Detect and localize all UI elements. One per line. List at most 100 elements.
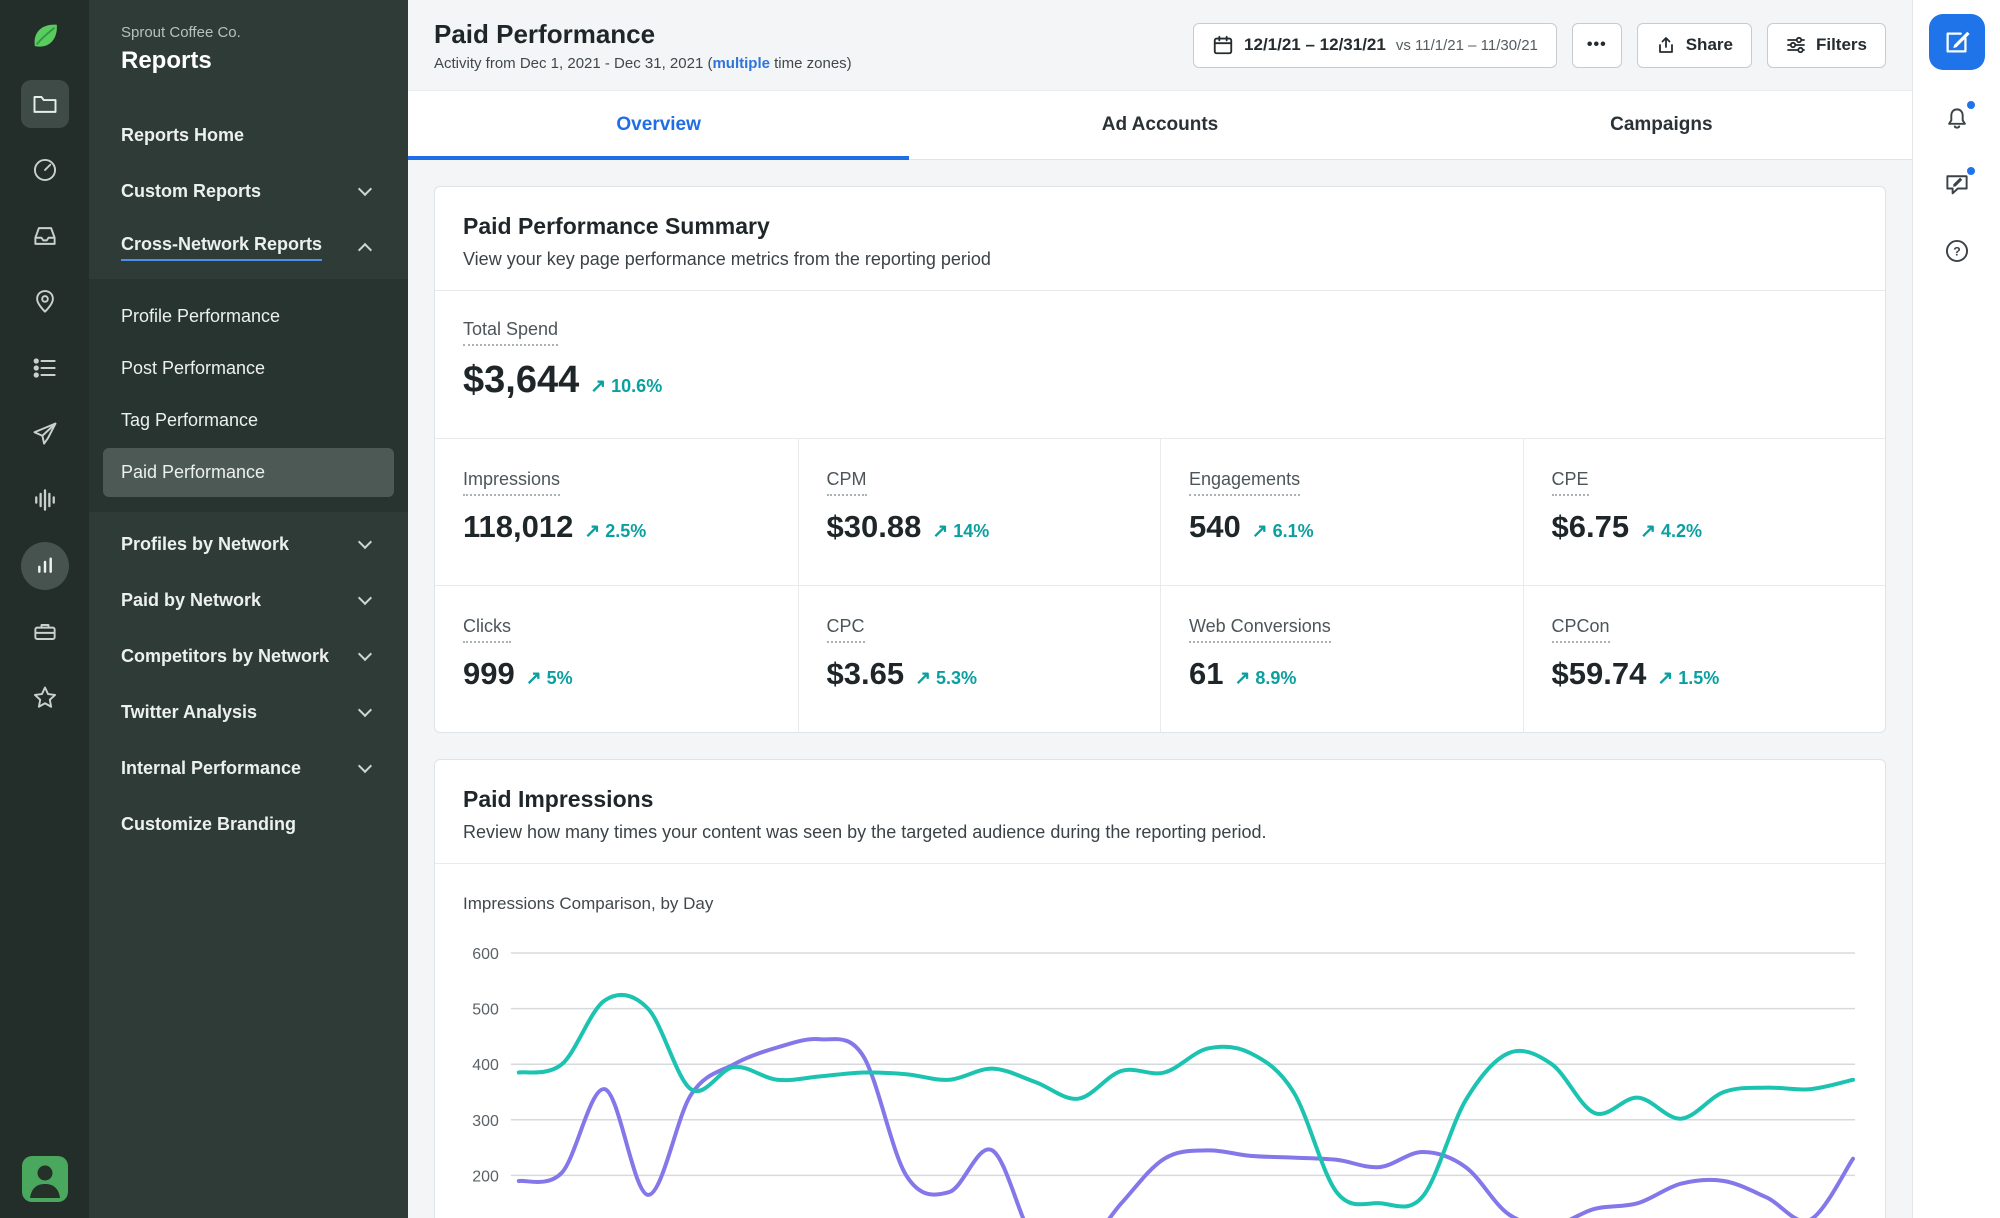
metric-label[interactable]: CPC — [826, 616, 865, 643]
trend-up-icon: ↗ — [1251, 521, 1268, 542]
filters-label: Filters — [1815, 35, 1867, 54]
timezones-link[interactable]: multiple — [712, 54, 770, 72]
sidebar-item-tag-performance[interactable]: Tag Performance — [103, 396, 394, 445]
delta-percent: 2.5% — [605, 521, 647, 541]
sidebar-item-reports-home[interactable]: Reports Home — [89, 107, 408, 163]
notification-dot — [1964, 165, 1977, 177]
sprout-leaf-icon — [34, 24, 57, 47]
metric-value: 540 — [1189, 509, 1241, 544]
metric-value-row: $3,644 ↗ 10.6% — [463, 359, 1857, 402]
notifications-button[interactable] — [1936, 98, 1978, 140]
total-spend-metric: Total Spend $3,644 ↗ 10.6% — [435, 291, 1885, 439]
metric-cpc: CPC $3.65 ↗ 5.3% — [797, 585, 1160, 732]
feedback-button[interactable] — [1936, 164, 1978, 206]
waveform-icon[interactable] — [21, 476, 69, 524]
sidebar-item-label: Post Performance — [121, 358, 266, 378]
help-icon: ? — [1945, 239, 1968, 263]
sidebar-item-label: Customize Branding — [121, 813, 297, 834]
delta-percent: 10.6% — [611, 376, 663, 396]
sidebar-item-competitors-by-network[interactable]: Competitors by Network — [89, 628, 408, 684]
metric-label[interactable]: Impressions — [463, 469, 561, 496]
report-content: Paid Performance Summary View your key p… — [408, 160, 1912, 1218]
help-button[interactable]: ? — [1936, 230, 1978, 272]
paid-impressions-card: Paid Impressions Review how many times y… — [434, 759, 1886, 1218]
report-tabs: Overview Ad Accounts Campaigns — [408, 90, 1912, 160]
delta-percent: 4.2% — [1661, 521, 1703, 541]
sprout-logo[interactable] — [23, 14, 67, 58]
share-icon — [1658, 37, 1673, 53]
sidebar-item-custom-reports[interactable]: Custom Reports — [89, 163, 408, 219]
page-header: Paid Performance Activity from Dec 1, 20… — [408, 0, 1912, 90]
avatar-image — [21, 1156, 68, 1202]
metric-value: $3.65 — [826, 656, 905, 691]
metric-value: 61 — [1189, 656, 1224, 691]
sidebar-item-post-performance[interactable]: Post Performance — [103, 344, 394, 393]
compose-button[interactable] — [1928, 14, 1985, 70]
tab-ad-accounts[interactable]: Ad Accounts — [1101, 114, 1219, 135]
tab-overview[interactable]: Overview — [408, 91, 910, 160]
compose-icon — [1946, 31, 1970, 53]
sidebar-item-label: Profiles by Network — [121, 533, 290, 554]
share-button[interactable]: Share — [1636, 22, 1752, 68]
cross-network-submenu: Profile Performance Post Performance Tag… — [89, 279, 408, 512]
inbox-icon[interactable] — [21, 212, 69, 260]
page-title: Paid Performance — [434, 18, 656, 49]
bar-chart-icon[interactable] — [20, 542, 69, 590]
sidebar-item-label: Tag Performance — [121, 410, 259, 430]
filters-button[interactable]: Filters — [1766, 22, 1886, 68]
metrics-grid: Impressions 118,012 ↗ 2.5% CPM $30.88 ↗ 14% … — [435, 439, 1885, 732]
sidebar-item-paid-performance[interactable]: Paid Performance — [103, 448, 394, 497]
summary-card-subtitle: View your key page performance metrics f… — [463, 249, 991, 269]
sidebar-item-customize-branding[interactable]: Customize Branding — [89, 796, 408, 852]
metric-cpm: CPM $30.88 ↗ 14% — [797, 439, 1161, 585]
sidebar-item-twitter-analysis[interactable]: Twitter Analysis — [89, 684, 408, 740]
date-range-button[interactable]: 12/1/21 – 12/31/21 vs 11/1/21 – 11/30/21 — [1193, 22, 1557, 68]
chevron-down-icon — [357, 702, 373, 717]
metric-label-total-spend[interactable]: Total Spend — [463, 319, 559, 346]
date-compare-label: vs 11/1/21 – 11/30/21 — [1395, 36, 1538, 54]
user-avatar[interactable] — [21, 1156, 68, 1202]
sidebar-brand: Sprout Coffee Co. Reports — [89, 24, 408, 75]
trend-up-icon: ↗ — [932, 521, 949, 542]
sidebar-item-paid-by-network[interactable]: Paid by Network — [89, 572, 408, 628]
metric-engagements: Engagements 540 ↗ 6.1% — [1160, 439, 1523, 585]
sidebar-item-profile-performance[interactable]: Profile Performance — [103, 292, 394, 341]
metric-delta: ↗ 2.5% — [584, 520, 646, 543]
delta-percent: 5.3% — [936, 668, 978, 688]
svg-text:300: 300 — [472, 1113, 499, 1130]
trend-up-icon: ↗ — [1657, 668, 1674, 689]
metric-label[interactable]: Web Conversions — [1189, 616, 1331, 643]
metric-delta: ↗ 5.3% — [915, 667, 977, 690]
header-actions: 12/1/21 – 12/31/21 vs 11/1/21 – 11/30/21… — [1193, 22, 1886, 68]
sidebar-item-internal-performance[interactable]: Internal Performance — [89, 740, 408, 796]
list-icon[interactable] — [21, 344, 69, 392]
paid-performance-summary-card: Paid Performance Summary View your key p… — [434, 186, 1886, 733]
metric-value: $6.75 — [1551, 509, 1630, 544]
more-options-button[interactable]: ••• — [1571, 22, 1622, 68]
metric-delta: ↗ 5% — [526, 667, 573, 690]
metric-value: $59.74 — [1551, 656, 1647, 691]
paper-plane-icon[interactable] — [21, 410, 69, 458]
briefcase-icon[interactable] — [21, 608, 69, 656]
metric-label[interactable]: Engagements — [1189, 469, 1301, 496]
reports-sidebar: Sprout Coffee Co. Reports Reports Home C… — [89, 0, 408, 1218]
sidebar-item-label: Custom Reports — [121, 180, 262, 201]
sidebar-item-profiles-by-network[interactable]: Profiles by Network — [89, 516, 408, 572]
metric-label[interactable]: Clicks — [463, 616, 511, 643]
tab-campaigns[interactable]: Campaigns — [1610, 114, 1713, 135]
sidebar-item-cross-network-reports[interactable]: Cross-Network Reports — [89, 219, 408, 275]
sidebar-item-label: Competitors by Network — [121, 645, 330, 666]
metric-label[interactable]: CPCon — [1551, 616, 1610, 643]
folder-icon[interactable] — [20, 80, 69, 128]
pin-icon[interactable] — [21, 278, 69, 326]
app-icon-rail — [0, 0, 89, 1218]
star-icon[interactable] — [21, 674, 69, 722]
metric-clicks: Clicks 999 ↗ 5% — [435, 585, 798, 732]
metric-label[interactable]: CPM — [826, 469, 867, 496]
trend-up-icon: ↗ — [590, 376, 607, 397]
notification-dot — [1964, 99, 1977, 111]
metric-label[interactable]: CPE — [1551, 469, 1589, 496]
gauge-icon[interactable] — [21, 146, 69, 194]
summary-card-head: Paid Performance Summary View your key p… — [435, 187, 1885, 291]
